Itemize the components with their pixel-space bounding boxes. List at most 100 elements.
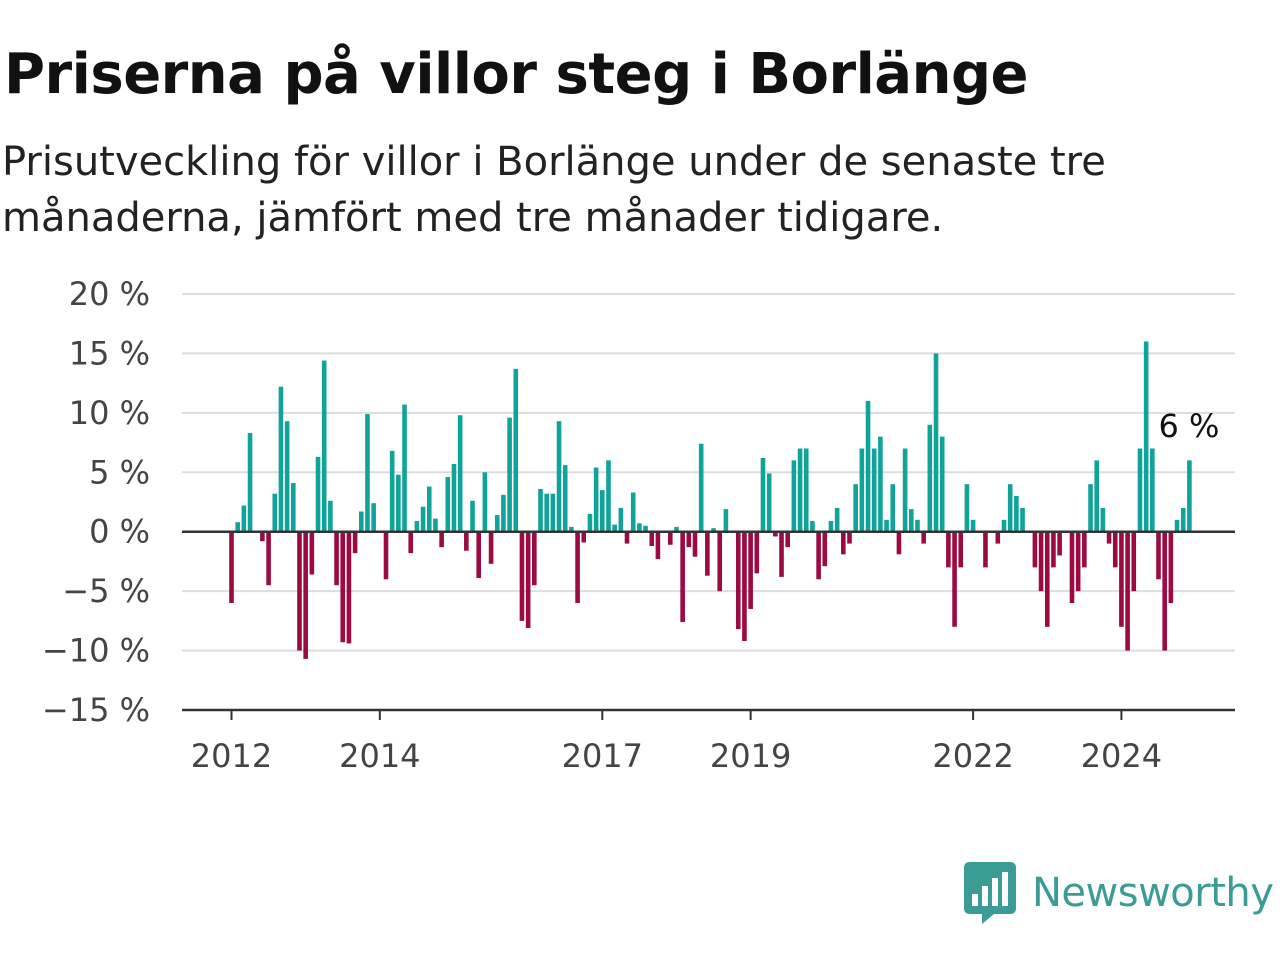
bar <box>705 531 710 576</box>
bar <box>717 531 723 592</box>
y-tick-label: 15 % <box>69 334 150 372</box>
bar <box>464 531 469 551</box>
bar <box>667 531 673 545</box>
bar <box>1119 531 1124 627</box>
bar <box>402 404 407 532</box>
bar <box>655 531 661 560</box>
bar <box>439 531 444 548</box>
bar <box>896 531 902 555</box>
bar <box>766 473 772 532</box>
bar <box>550 493 556 532</box>
bar <box>1057 531 1062 556</box>
bar <box>1100 507 1106 532</box>
bar <box>859 448 865 532</box>
bar <box>915 519 920 532</box>
bar <box>1112 531 1118 568</box>
bar <box>1180 507 1186 532</box>
bar <box>1174 519 1180 532</box>
bar <box>396 474 401 532</box>
bar <box>297 531 302 651</box>
bar <box>426 486 432 532</box>
bar <box>229 531 234 604</box>
bar <box>624 531 630 544</box>
bar <box>674 526 679 532</box>
bar <box>680 531 685 623</box>
x-tick-label: 2014 <box>339 737 420 775</box>
bar <box>482 472 488 532</box>
bar <box>235 522 240 532</box>
bar <box>445 477 451 532</box>
bar <box>1007 484 1013 532</box>
bar <box>383 531 389 580</box>
y-tick-label: 5 % <box>89 453 150 491</box>
bar <box>1088 484 1093 532</box>
bar <box>643 525 648 532</box>
bar <box>494 515 500 532</box>
bar <box>871 448 877 532</box>
bar <box>878 436 883 532</box>
bar <box>420 506 426 532</box>
bar <box>457 415 463 532</box>
bar <box>371 503 376 532</box>
bar <box>649 531 655 546</box>
bar <box>525 531 531 628</box>
bar <box>260 531 265 542</box>
bar <box>853 484 858 532</box>
bar <box>1051 531 1056 568</box>
bar <box>964 484 970 532</box>
bar <box>544 493 549 532</box>
bar <box>1156 531 1161 580</box>
bar <box>1162 531 1167 651</box>
x-tick-label: 2019 <box>710 737 791 775</box>
bar <box>358 511 364 532</box>
bar <box>921 531 926 544</box>
bar <box>328 500 333 532</box>
bar <box>470 500 475 532</box>
bar <box>828 521 834 532</box>
bar <box>939 436 945 532</box>
bar <box>389 450 395 532</box>
bar <box>501 494 506 532</box>
bar <box>1143 341 1149 532</box>
bar <box>247 433 253 532</box>
bar <box>946 531 951 568</box>
bar <box>476 531 481 579</box>
x-tick-label: 2024 <box>1081 737 1162 775</box>
bar <box>779 531 784 577</box>
bar <box>630 492 636 532</box>
brand-name: Newsworthy <box>1032 870 1274 916</box>
bar <box>933 353 939 532</box>
brand-logo: Newsworthy <box>964 862 1274 924</box>
bar <box>284 421 290 532</box>
bar <box>995 531 1001 544</box>
bar <box>742 531 747 642</box>
bar <box>272 493 278 532</box>
bar <box>884 519 889 532</box>
bar <box>822 531 828 567</box>
chart-title: Priserna på villor steg i Borlänge <box>4 42 1029 107</box>
bar <box>1187 460 1192 532</box>
bar <box>1131 531 1137 592</box>
bar <box>278 386 284 532</box>
bar <box>303 531 308 659</box>
bar <box>569 526 574 532</box>
bar <box>698 443 704 532</box>
bar <box>266 531 271 586</box>
bar <box>754 531 760 574</box>
bar <box>488 531 494 564</box>
bar <box>797 448 803 532</box>
bar <box>1106 531 1112 544</box>
bar <box>735 531 741 630</box>
y-tick-label: −5 % <box>62 572 150 610</box>
bar <box>834 507 840 532</box>
bar <box>562 465 568 532</box>
bar <box>927 424 933 532</box>
bar <box>847 531 852 544</box>
bar <box>346 531 352 644</box>
bar <box>612 524 617 532</box>
newsworthy-logo-icon <box>964 862 1016 924</box>
bar <box>1014 496 1019 532</box>
bar <box>803 448 809 532</box>
x-tick-label: 2017 <box>562 737 643 775</box>
bar <box>865 400 871 532</box>
